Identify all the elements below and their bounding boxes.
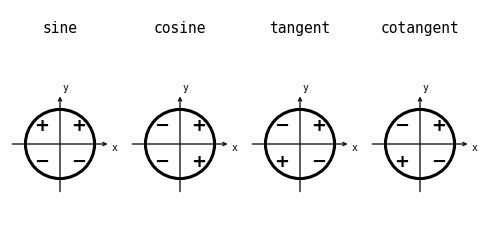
Text: x: x	[471, 143, 477, 153]
Text: cotangent: cotangent	[381, 21, 459, 36]
Text: +: +	[311, 117, 326, 135]
Text: +: +	[191, 117, 206, 135]
Text: −: −	[274, 117, 289, 135]
Text: −: −	[34, 153, 49, 171]
Text: −: −	[394, 117, 409, 135]
Text: cosine: cosine	[154, 21, 206, 36]
Text: +: +	[34, 117, 49, 135]
Text: +: +	[71, 117, 86, 135]
Text: −: −	[154, 117, 169, 135]
Text: x: x	[351, 143, 357, 153]
Text: −: −	[154, 153, 169, 171]
Text: −: −	[431, 153, 446, 171]
Text: −: −	[71, 153, 86, 171]
Text: y: y	[182, 83, 188, 93]
Text: +: +	[191, 153, 206, 171]
Text: +: +	[431, 117, 446, 135]
Text: y: y	[302, 83, 308, 93]
Text: −: −	[311, 153, 326, 171]
Text: x: x	[111, 143, 117, 153]
Text: +: +	[394, 153, 409, 171]
Text: y: y	[422, 83, 428, 93]
Text: sine: sine	[43, 21, 77, 36]
Text: +: +	[274, 153, 289, 171]
Text: tangent: tangent	[269, 21, 331, 36]
Text: x: x	[231, 143, 237, 153]
Text: y: y	[62, 83, 68, 93]
